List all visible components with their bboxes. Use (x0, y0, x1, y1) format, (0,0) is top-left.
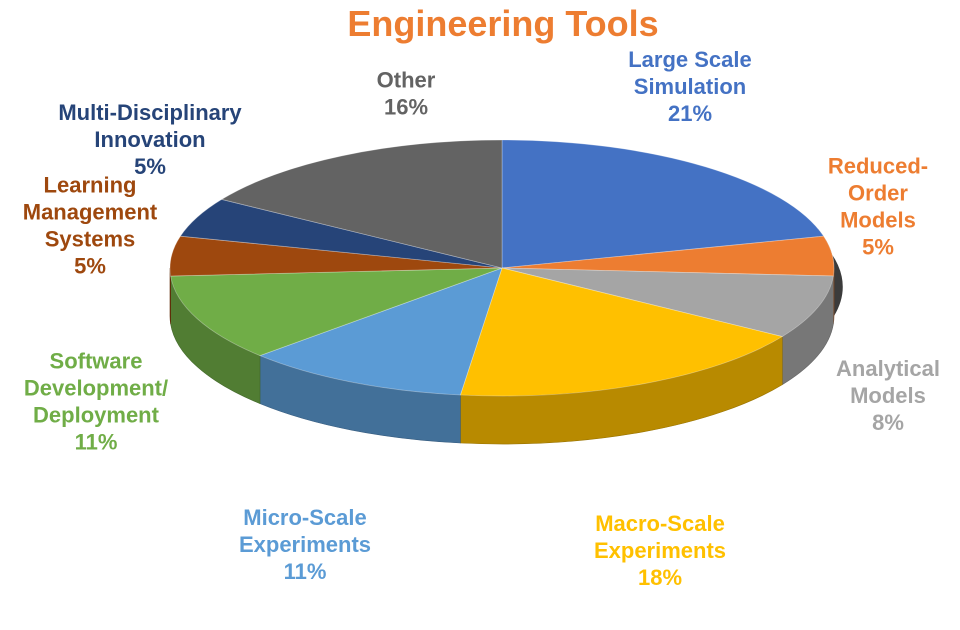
slice-name-label: Innovation (94, 127, 205, 152)
slice-name-label: Systems (45, 227, 136, 252)
slice-name-label: Order (848, 181, 908, 206)
pie-side-shadow (817, 228, 843, 316)
slice-name-label: Reduced- (828, 154, 928, 179)
slice-label: Micro-Scale Experiments 11% (239, 505, 371, 584)
slice-label: Multi-Disciplinary Innovation 5% (58, 100, 242, 179)
slice-name-label: Multi-Disciplinary (58, 100, 242, 125)
slice-name-label: Deployment (33, 403, 160, 428)
slice-label: Reduced-Order Models 5% (828, 154, 928, 260)
slice-value-label: 11% (75, 430, 118, 455)
pie-slice (459, 267, 784, 397)
pie-side-layer (169, 228, 843, 445)
slice-name-label: Analytical (836, 356, 940, 381)
slice-name-label: Management (23, 200, 158, 225)
slice-value-label: 8% (872, 410, 904, 435)
slice-label: Other 16% (377, 68, 436, 120)
slice-name-label: Other (377, 68, 436, 93)
slice-name-label: Development/ (24, 376, 168, 401)
chart-title: Engineering Tools (347, 3, 658, 44)
slice-name-label: Models (840, 208, 916, 233)
slice-label: Large Scale Simulation 21% (628, 47, 752, 126)
slice-value-label: 5% (862, 235, 894, 260)
slice-value-label: 18% (638, 565, 682, 590)
slice-name-label: Learning (44, 173, 137, 198)
slice-label: Learning Management Systems 5% (23, 173, 158, 279)
slice-value-label: 16% (384, 95, 428, 120)
slice-label: Software Development/Deployment 11% (24, 349, 168, 455)
slice-name-label: Simulation (634, 74, 746, 99)
pie-slice (501, 235, 835, 277)
pie-slice (169, 235, 503, 277)
pie-slice (501, 267, 834, 338)
slice-label: Analytical Models 8% (836, 356, 940, 435)
slice-name-label: Models (850, 383, 926, 408)
pie-slice (170, 267, 503, 357)
slice-name-label: Macro-Scale (595, 511, 725, 536)
slice-name-label: Micro-Scale (243, 505, 367, 530)
pie-slice (258, 267, 503, 396)
slice-name-label: Software (50, 349, 143, 374)
slice-value-label: 11% (284, 559, 327, 584)
slice-label: Macro-Scale Experiments 18% (594, 511, 726, 590)
slice-name-label: Experiments (239, 532, 371, 557)
slice-value-label: 5% (134, 154, 166, 179)
slice-labels: Large Scale Simulation 21%Reduced-Order Mod… (23, 47, 940, 590)
slice-name-label: Large Scale (628, 47, 752, 72)
pie-slice (179, 198, 503, 269)
slice-value-label: 5% (74, 254, 106, 279)
slice-value-label: 21% (668, 101, 712, 126)
slice-name-label: Experiments (594, 538, 726, 563)
pie-top-layer (169, 139, 835, 397)
pie-slice (220, 139, 503, 269)
pie-slice (501, 139, 825, 269)
